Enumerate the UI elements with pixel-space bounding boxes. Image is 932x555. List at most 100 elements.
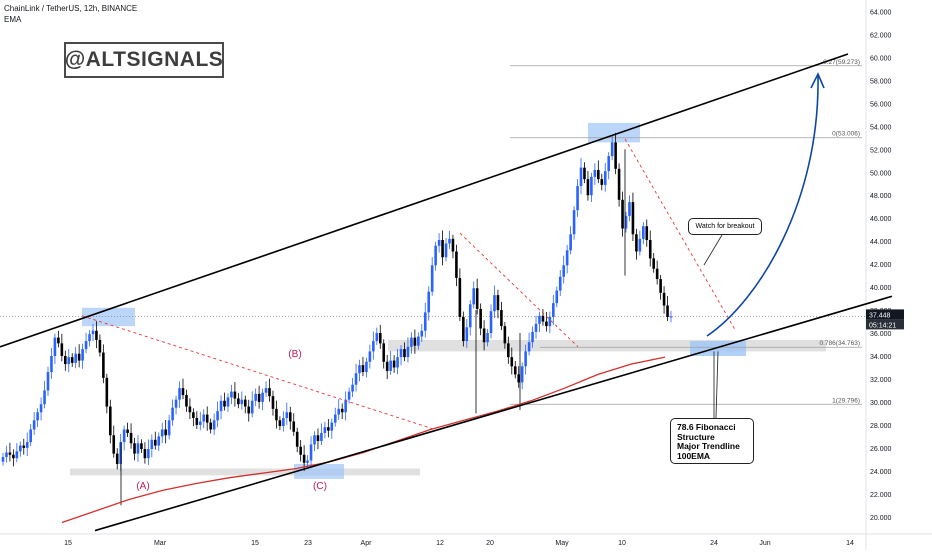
highlight-top-left — [82, 307, 135, 327]
candle-body — [178, 388, 181, 400]
candle-body — [396, 357, 399, 368]
candle-body — [600, 179, 604, 185]
wave-label: (A) — [136, 481, 149, 492]
candle-body — [57, 337, 60, 344]
candle-body — [226, 397, 230, 407]
indicator-label[interactable]: EMA — [4, 15, 22, 24]
candle-body — [427, 291, 431, 313]
candle-body — [531, 331, 534, 343]
countdown-value: 05:14:21 — [869, 322, 896, 329]
time-tick-label: 14 — [846, 540, 854, 547]
candle-body — [195, 418, 199, 425]
candle-body — [475, 288, 479, 309]
candle-body — [19, 445, 22, 452]
candle-body — [437, 240, 441, 246]
candle-body — [548, 316, 552, 327]
candle-body — [468, 304, 472, 328]
time-tick-label: 15 — [64, 540, 72, 547]
candle-body — [378, 333, 382, 344]
candle-body — [624, 215, 628, 229]
candle-body — [181, 388, 185, 396]
support-zone-fib — [388, 339, 826, 352]
candle-body — [50, 356, 53, 373]
candle-body — [652, 258, 655, 269]
downtrend-line-1 — [81, 315, 436, 430]
candle-body — [223, 400, 226, 407]
candle-body — [32, 420, 36, 430]
candle-body — [666, 305, 669, 317]
symbol-title: ChainLink / TetherUS, 12h, BINANCE — [4, 4, 138, 13]
candle-body — [192, 412, 195, 419]
downtrend-line-3 — [624, 138, 736, 330]
candle-body — [541, 315, 545, 322]
candle-body — [458, 277, 462, 317]
candle-body — [219, 400, 223, 412]
support-zone-low — [70, 468, 420, 476]
candle-body — [655, 268, 659, 280]
candle-body — [534, 323, 538, 332]
candle-body — [614, 142, 617, 169]
candle-body — [513, 366, 517, 375]
last-price-tag — [866, 309, 904, 320]
candle-body — [98, 339, 102, 353]
candle-body — [597, 169, 600, 180]
candle-body — [628, 202, 631, 216]
candle-body — [503, 326, 507, 344]
candle-body — [233, 391, 237, 399]
price-tick-label: 40.000 — [870, 285, 892, 292]
candle-body — [198, 421, 202, 425]
candle-body — [250, 400, 254, 414]
candle-body — [337, 408, 341, 415]
candle-body — [392, 360, 396, 368]
candle-body — [174, 399, 178, 408]
highlight-c-low — [294, 463, 344, 479]
candle-body — [385, 361, 389, 371]
channel-upper-line — [0, 53, 849, 348]
candle-body — [29, 429, 32, 443]
candle-body — [237, 398, 240, 405]
candle-body — [493, 295, 496, 312]
candle-body — [185, 395, 188, 407]
candle-body — [205, 414, 209, 423]
candle-body — [323, 427, 327, 433]
candle-body — [15, 451, 19, 459]
candle-body — [60, 343, 64, 356]
candle-body — [434, 245, 437, 266]
candle-body — [278, 420, 282, 427]
candle-body — [569, 234, 572, 251]
candle-body — [565, 250, 569, 266]
candle-body — [361, 365, 365, 373]
time-tick-label: May — [555, 540, 569, 547]
candle-body — [261, 392, 264, 402]
candle-body — [247, 406, 251, 414]
price-tick-label: 22.000 — [870, 492, 892, 499]
price-tick-label: 56.000 — [870, 101, 892, 108]
candle-body — [5, 452, 8, 458]
price-tick-label: 52.000 — [870, 147, 892, 154]
candle-body — [102, 352, 105, 378]
candle-body — [347, 391, 351, 400]
candle-body — [285, 412, 289, 419]
candle-body — [140, 443, 143, 450]
candle-body — [316, 435, 320, 441]
candle-body — [271, 396, 275, 409]
candle-body — [520, 366, 524, 383]
candle-body — [202, 414, 206, 422]
candle-body — [479, 308, 482, 329]
candle-body — [555, 290, 559, 304]
breakout-pointer — [703, 234, 723, 266]
candle-body — [160, 429, 164, 437]
candle-body — [645, 226, 649, 241]
candle-body — [292, 421, 296, 432]
price-tick-label: 54.000 — [870, 124, 892, 131]
candle-body — [64, 356, 67, 365]
time-tick-label: 12 — [436, 540, 444, 547]
candle-body — [562, 265, 566, 277]
candle-body — [631, 202, 635, 235]
candle-body — [327, 427, 330, 431]
candle-body — [413, 337, 417, 346]
candle-body — [306, 460, 309, 463]
candle-body — [333, 414, 337, 423]
